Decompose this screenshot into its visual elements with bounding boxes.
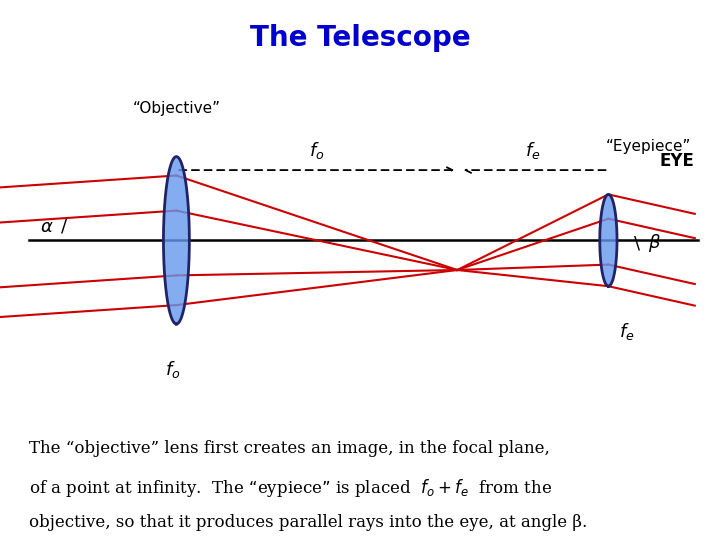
Text: /: / bbox=[61, 218, 68, 236]
Text: “Objective”: “Objective” bbox=[132, 101, 220, 116]
Text: The Telescope: The Telescope bbox=[250, 24, 470, 52]
Polygon shape bbox=[600, 194, 617, 286]
Text: The “objective” lens first creates an image, in the focal plane,: The “objective” lens first creates an im… bbox=[29, 440, 549, 457]
Text: $f_e$: $f_e$ bbox=[525, 140, 541, 161]
Text: objective, so that it produces parallel rays into the eye, at angle β.: objective, so that it produces parallel … bbox=[29, 514, 587, 530]
Text: $\beta$: $\beta$ bbox=[648, 232, 661, 254]
Polygon shape bbox=[163, 157, 189, 324]
Text: “Eyepiece”: “Eyepiece” bbox=[606, 139, 690, 154]
Text: EYE: EYE bbox=[660, 152, 695, 170]
Text: $\alpha$: $\alpha$ bbox=[40, 218, 53, 236]
Text: \: \ bbox=[634, 234, 640, 252]
Text: $f_e$: $f_e$ bbox=[618, 321, 634, 342]
Text: $f_o$: $f_o$ bbox=[309, 140, 325, 161]
Text: of a point at infinity.  The “eypiece” is placed  $f_o + f_e$  from the: of a point at infinity. The “eypiece” is… bbox=[29, 477, 552, 499]
Text: $f_o$: $f_o$ bbox=[165, 359, 181, 380]
